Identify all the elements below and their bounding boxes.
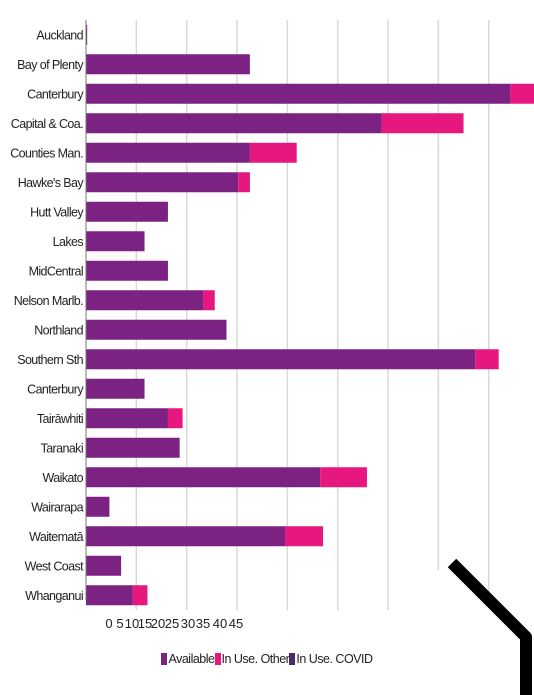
bar-segment-available — [86, 555, 122, 576]
category-label: Whanganui — [25, 589, 83, 603]
bar-segment-available — [86, 142, 250, 163]
bar-segment-in-use-other — [320, 467, 367, 488]
legend: Available In Use. Other In Use. COVID — [0, 652, 534, 666]
bar-segment-in-use-other — [475, 349, 499, 370]
bar-segment-available — [86, 54, 250, 75]
legend-item-available: Available — [161, 652, 215, 666]
bar-segment-available — [86, 526, 286, 547]
bar-segment-available — [86, 585, 133, 606]
legend-swatch-in-use-other — [214, 653, 221, 665]
category-label: West Coast — [25, 559, 85, 573]
x-tick-label: 30 — [181, 616, 195, 631]
category-label: Capital & Coa. — [11, 117, 83, 131]
bar-segment-in-use-other — [249, 142, 297, 163]
category-label: Auckland — [36, 28, 83, 42]
legend-label-available: Available — [168, 652, 215, 666]
category-label: Northland — [34, 323, 83, 337]
bar-segment-available — [86, 201, 168, 222]
category-label: Waitematā — [29, 530, 84, 544]
x-tick-label: 15 — [138, 616, 152, 631]
bar-segment-available — [86, 113, 382, 134]
category-label: Canterbury — [27, 87, 84, 101]
legend-swatch-in-use-covid — [289, 653, 296, 665]
legend-swatch-available — [161, 653, 168, 665]
bar-segment-available — [86, 290, 204, 311]
bar-segment-available — [86, 319, 227, 340]
bar-segment-in-use-other — [167, 408, 183, 429]
bar-segment-in-use-other — [203, 290, 215, 311]
category-label: Waikato — [43, 471, 84, 485]
category-label: Wairarapa — [31, 500, 83, 514]
category-label: Counties Man. — [10, 146, 83, 160]
bar-segment-available — [86, 408, 168, 429]
bar-segment-available — [86, 83, 511, 104]
x-tick-label: 40 — [213, 616, 227, 631]
bar-segment-in-use-other — [132, 585, 148, 606]
bar-segment-available — [86, 260, 168, 281]
category-label: Taranaki — [41, 441, 83, 455]
x-tick-label: 20 — [151, 616, 165, 631]
legend-label-in-use-other: In Use. Other — [221, 652, 290, 666]
legend-item-in-use-other: In Use. Other — [214, 652, 290, 666]
category-labels: Auckland Bay of Plenty Canterbury Capital &… — [10, 28, 85, 603]
corner-watermark-shape — [424, 555, 534, 695]
legend-item-in-use-covid: In Use. COVID — [289, 652, 373, 666]
bar-segment-available — [86, 24, 88, 45]
x-tick-label: 25 — [165, 616, 179, 631]
category-label: Nelson Marlb. — [14, 294, 83, 308]
gridlines — [135, 20, 490, 610]
category-label: Hawke's Bay — [18, 176, 85, 190]
category-label: Lakes — [53, 235, 84, 249]
category-label: Southern Sth — [17, 353, 83, 367]
x-tick-label: 35 — [196, 616, 210, 631]
x-tick-label: 10 — [125, 616, 139, 631]
x-tick-label: 45 — [229, 616, 243, 631]
bar-segment-available — [86, 467, 321, 488]
bars — [86, 24, 534, 606]
x-tick-label: 0 — [105, 616, 112, 631]
bar-segment-available — [86, 437, 180, 458]
bar-segment-in-use-other — [381, 113, 464, 134]
category-label: MidCentral — [29, 264, 83, 278]
bar-segment-available — [86, 496, 110, 517]
bar-segment-available — [86, 378, 145, 399]
x-tick-label: 5 — [116, 616, 123, 631]
bar-segment-in-use-other — [510, 83, 534, 104]
bar-segment-in-use-other — [285, 526, 324, 547]
bar-segment-available — [86, 349, 476, 370]
category-label: Tairāwhiti — [37, 412, 83, 426]
bar-segment-available — [86, 172, 239, 193]
bar-segment-in-use-other — [238, 172, 250, 193]
category-label: Bay of Plenty — [17, 58, 84, 72]
legend-label-in-use-covid: In Use. COVID — [296, 652, 373, 666]
category-label: Hutt Valley — [30, 205, 84, 219]
category-label: Canterbury — [27, 382, 84, 396]
bar-segment-available — [86, 231, 145, 252]
